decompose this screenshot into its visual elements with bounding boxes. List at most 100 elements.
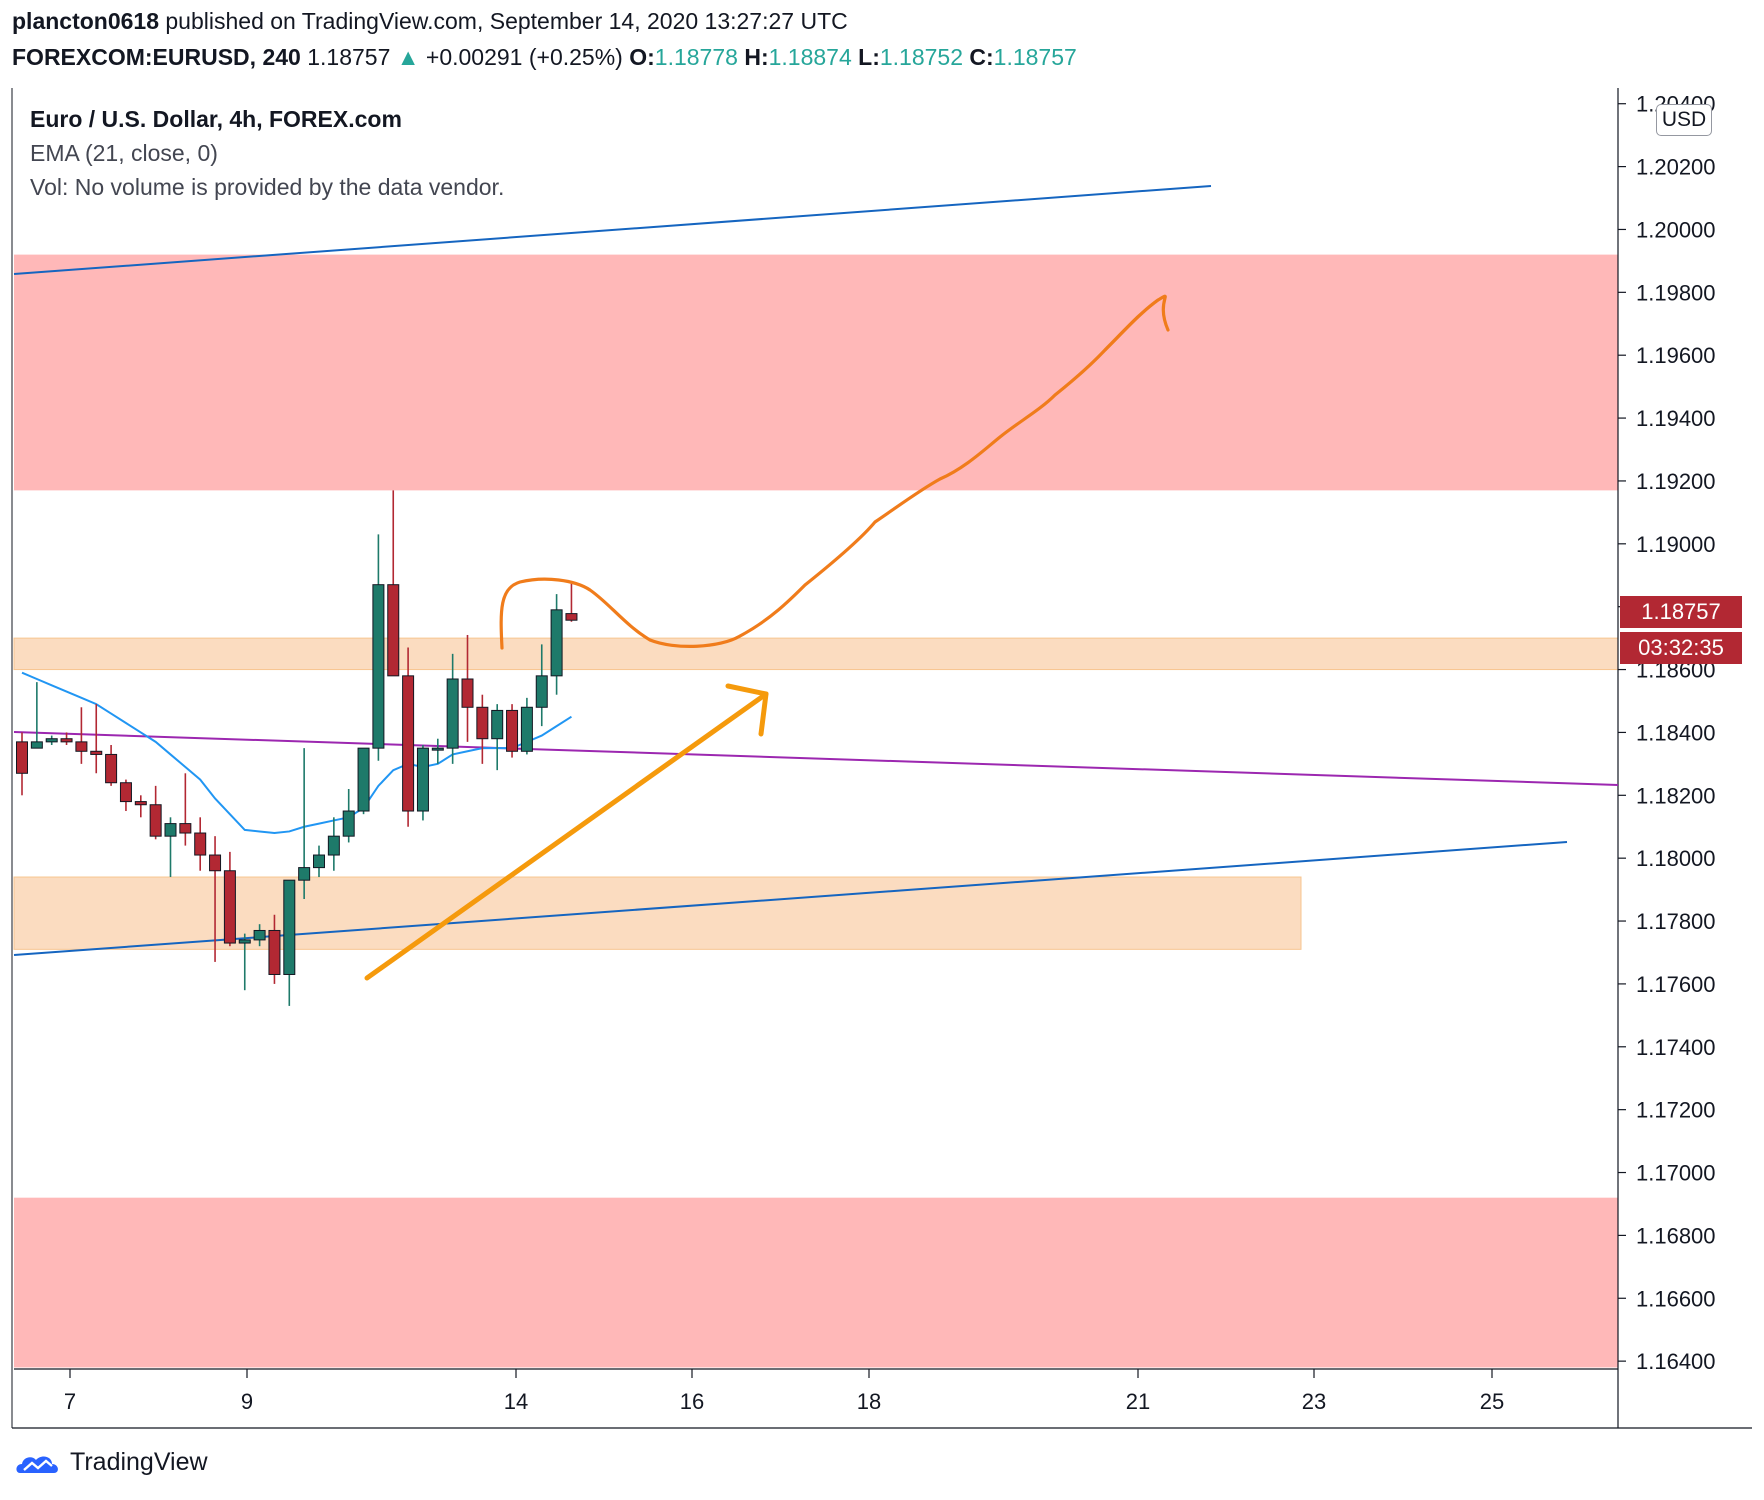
symbol: FOREXCOM:EURUSD, 240 (12, 44, 301, 70)
projection-drawings (364, 294, 1170, 981)
resistance-zone (14, 1197, 1618, 1368)
tradingview-logo[interactable]: TradingView (14, 1448, 208, 1477)
time-tick-label: 23 (1302, 1389, 1326, 1414)
candle-body (90, 750, 103, 755)
candle (342, 789, 355, 843)
ema-polyline (21, 671, 572, 835)
candle-body (268, 929, 281, 975)
candle-body (194, 832, 207, 856)
price-tick-label: 1.17200 (1636, 1098, 1716, 1123)
countdown-tag: 03:32:35 (1620, 632, 1742, 664)
candle (194, 817, 207, 871)
price-tick-label: 1.18000 (1636, 846, 1716, 871)
candle (357, 747, 370, 815)
candle-body (223, 870, 236, 944)
bullish-arrow (364, 691, 769, 981)
candle (416, 745, 429, 821)
candle (402, 647, 415, 827)
candle (535, 644, 548, 727)
candle-body (30, 741, 43, 749)
currency-button[interactable]: USD (1656, 104, 1712, 136)
price-tick-label: 1.19000 (1636, 532, 1716, 557)
low-label: L: (858, 44, 880, 70)
candle (387, 490, 400, 677)
candle-body (446, 678, 459, 749)
volume-legend[interactable]: Vol: No volume is provided by the data v… (30, 174, 505, 200)
price-tick-label: 1.16600 (1636, 1286, 1716, 1311)
chart-title[interactable]: Euro / U.S. Dollar, 4h, FOREX.com (30, 106, 402, 132)
candle (16, 732, 28, 796)
candle (238, 933, 251, 991)
candles (16, 490, 578, 1006)
time-tick-label: 9 (241, 1389, 253, 1414)
upper-channel-line (13, 185, 1212, 275)
support-zone (13, 637, 1619, 671)
candle-body (431, 747, 444, 751)
close-label: C: (969, 44, 994, 70)
candle-body (164, 823, 177, 837)
candle (223, 851, 236, 947)
candle-body (179, 823, 192, 834)
candle (119, 779, 132, 812)
ema-line (21, 671, 572, 835)
candle (105, 745, 118, 786)
tradingview-cloud-icon (16, 1456, 58, 1473)
price-tick-label: 1.17000 (1636, 1161, 1716, 1186)
price-tick-label: 1.17800 (1636, 909, 1716, 934)
support-zone (13, 876, 1302, 950)
price-change: +0.00291 (+0.25%) (425, 44, 623, 70)
candle (520, 697, 533, 755)
time-tick-label: 16 (680, 1389, 704, 1414)
candle (461, 634, 474, 742)
candle-body (550, 609, 563, 677)
price-tick-label: 1.20000 (1636, 217, 1716, 242)
candle (149, 785, 162, 840)
time-tick-label: 25 (1480, 1389, 1504, 1414)
candle-body (327, 835, 340, 856)
last-price-tag: 1.18757 (1620, 596, 1742, 628)
author[interactable]: plancton0618 (12, 8, 159, 34)
candle (283, 879, 296, 1006)
candle (30, 682, 43, 749)
price-tick-label: 1.20200 (1636, 155, 1716, 180)
price-tick-label: 1.16400 (1636, 1349, 1716, 1374)
publish-info: published on TradingView.com, September … (165, 8, 848, 34)
ema-legend[interactable]: EMA (21, close, 0) (30, 140, 218, 166)
up-arrow-icon: ▲ (396, 44, 420, 70)
arrowhead-icon (725, 683, 769, 737)
price-tick-label: 1.19600 (1636, 343, 1716, 368)
candle-body (476, 706, 489, 740)
candle (476, 694, 489, 764)
candle (550, 594, 563, 695)
open-label: O: (629, 44, 655, 70)
candle (253, 924, 266, 947)
candle-body (491, 709, 504, 740)
candle (90, 704, 103, 774)
brand-name: TradingView (70, 1448, 208, 1476)
candle-body (506, 709, 519, 752)
candle (431, 738, 444, 764)
candle (327, 817, 340, 871)
candle-body (535, 675, 548, 708)
resistance-zone (14, 254, 1618, 491)
low-value: 1.18752 (879, 44, 963, 70)
candle (565, 583, 578, 622)
high-label: H: (744, 44, 769, 70)
candle-body (60, 738, 73, 743)
candle-body (342, 810, 355, 837)
time-tick-label: 14 (504, 1389, 528, 1414)
candle-body (75, 741, 88, 752)
candle-body (565, 613, 578, 621)
candle-body (253, 929, 266, 941)
close-value: 1.18757 (993, 44, 1077, 70)
candle (313, 845, 325, 878)
candle-body (416, 747, 429, 812)
candle-body (461, 678, 474, 708)
price-tick-label: 1.17400 (1636, 1035, 1716, 1060)
candle (268, 914, 281, 984)
midline (13, 731, 1619, 786)
candle-body (372, 584, 385, 749)
candle-body (520, 706, 533, 752)
projection-curve-end (1103, 298, 1159, 352)
